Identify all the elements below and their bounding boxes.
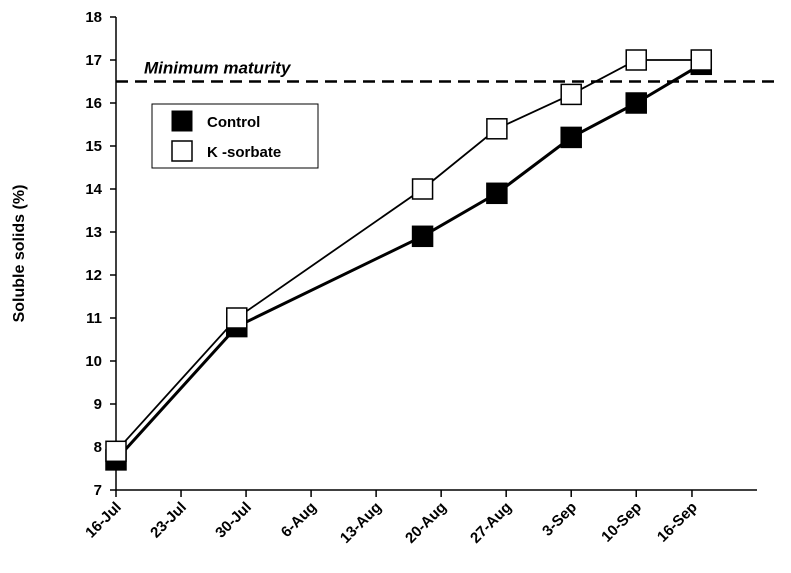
x-tick-label: 10-Sep (598, 499, 645, 546)
y-tick-label: 9 (94, 396, 102, 413)
k-sorbate-marker (486, 118, 508, 140)
legend-marker-k-sorbate (171, 140, 193, 162)
k-sorbate-marker (105, 440, 127, 463)
y-tick-label: 12 (85, 267, 102, 284)
x-tick-label: 13-Aug (337, 499, 385, 547)
y-tick-label: 18 (85, 9, 102, 26)
x-tick-label: 16-Sep (654, 499, 701, 546)
x-tick-label: 6-Aug (278, 499, 320, 541)
y-tick-label: 14 (85, 181, 102, 198)
minimum-maturity-label: Minimum maturity (144, 59, 292, 78)
control-marker (411, 225, 434, 248)
y-tick-label: 17 (85, 52, 102, 69)
x-tick-label: 27-Aug (467, 499, 515, 547)
control-marker (625, 92, 647, 114)
y-tick-label: 8 (94, 439, 102, 456)
x-tick-label: 20-Aug (402, 499, 450, 547)
k-sorbate-marker (690, 49, 713, 71)
legend-marker-control (171, 110, 193, 132)
legend: Control K -sorbate (151, 103, 319, 169)
k-sorbate-marker (625, 49, 647, 71)
y-tick-label: 13 (85, 224, 102, 241)
control-marker (486, 182, 508, 205)
y-tick-label: 11 (86, 310, 102, 327)
legend-label-control: Control (207, 114, 260, 131)
y-tick-label: 16 (85, 95, 102, 112)
y-tick-label: 10 (85, 353, 102, 370)
x-tick-label: 30-Jul (212, 499, 255, 542)
k-sorbate-marker (411, 178, 434, 200)
y-tick-label: 7 (94, 482, 102, 499)
control-marker (560, 126, 582, 149)
y-tick-label: 15 (85, 138, 102, 155)
series-layer (105, 49, 713, 471)
k-sorbate-marker (560, 83, 582, 106)
axes (115, 17, 757, 491)
k-sorbate-marker (226, 307, 248, 329)
x-ticks: 16-Jul 23-Jul 30-Jul 6-Aug 13-Aug 20-Aug 27-Au… (82, 490, 701, 547)
legend-label-k-sorbate: K -sorbate (207, 144, 281, 161)
y-axis-label: Soluble solids (%) (11, 185, 28, 323)
x-tick-label: 16-Jul (82, 499, 125, 542)
x-tick-label: 3-Sep (539, 499, 580, 540)
y-ticks: 7 8 9 10 11 12 13 14 15 16 17 18 (85, 9, 116, 499)
x-tick-label: 23-Jul (147, 499, 190, 542)
